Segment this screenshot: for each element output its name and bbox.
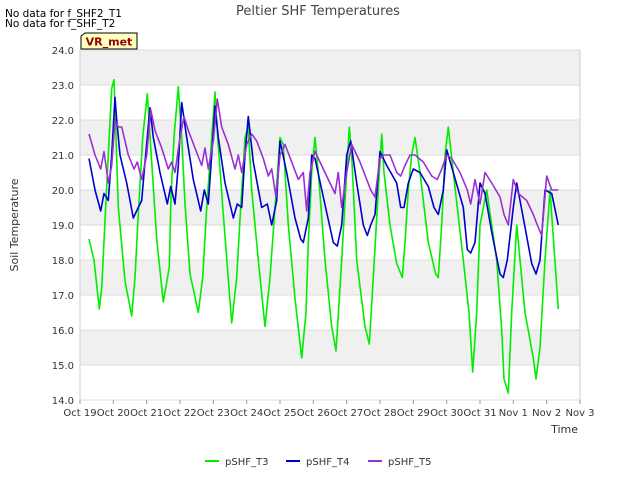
- x-tick-label: Oct 22: [163, 408, 196, 419]
- series-line-pSHF_T4: [88, 96, 560, 279]
- x-tick-label: Oct 27: [330, 408, 363, 419]
- x-tick-label: Oct 21: [130, 408, 163, 419]
- x-axis-label: Time: [550, 423, 578, 436]
- y-tick-labels: 14.0 15.0 16.0 17.0 18.0 19.0 20.0 21.0 22.0 23.0…: [52, 46, 74, 407]
- series-lines: [88, 79, 560, 394]
- plot-band: [80, 365, 580, 400]
- x-tick-label: Oct 29: [397, 408, 430, 419]
- plot-band: [80, 260, 580, 295]
- y-tick-label: 18.0: [52, 256, 74, 267]
- no-data-notice-2: No data for f_SHF_T2: [5, 18, 116, 30]
- y-tick-label: 15.0: [52, 361, 74, 372]
- legend: pSHF_T3 pSHF_T4 pSHF_T5: [205, 457, 431, 468]
- y-tick-label: 23.0: [52, 81, 74, 92]
- vr-met-badge: VR_met: [80, 32, 138, 50]
- x-tick-label: Oct 31: [463, 408, 496, 419]
- x-tick-label: Oct 19: [63, 408, 96, 419]
- y-tick-label: 22.0: [52, 116, 74, 127]
- x-tick-label: Nov 1: [499, 408, 528, 419]
- y-tick-label: 20.0: [52, 186, 74, 197]
- plot-band: [80, 50, 580, 85]
- y-tick-label: 16.0: [52, 326, 74, 337]
- x-tick-label: Oct 20: [97, 408, 130, 419]
- y-tick-label: 17.0: [52, 291, 74, 302]
- x-tick-labels: Oct 19 Oct 20 Oct 21 Oct 22 Oct 23 Oct 24 Oct …: [63, 400, 595, 419]
- vr-met-badge-label: VR_met: [86, 36, 133, 49]
- plot-band: [80, 330, 580, 365]
- x-tick-label: Oct 30: [430, 408, 463, 419]
- y-axis-label: Soil Temperature: [8, 178, 21, 271]
- x-tick-label: Nov 2: [532, 408, 561, 419]
- y-tick-label: 19.0: [52, 221, 74, 232]
- plot-band: [80, 120, 580, 155]
- legend-label-pSHF_T5: pSHF_T5: [388, 457, 431, 468]
- x-tick-label: Nov 3: [565, 408, 594, 419]
- y-tick-label: 21.0: [52, 151, 74, 162]
- x-tick-label: Oct 26: [297, 408, 330, 419]
- y-tick-label: 14.0: [52, 396, 74, 407]
- x-tick-label: Oct 23: [197, 408, 230, 419]
- x-tick-label: Oct 25: [263, 408, 296, 419]
- x-tick-label: Oct 28: [363, 408, 396, 419]
- legend-label-pSHF_T3: pSHF_T3: [225, 457, 268, 468]
- plot-band: [80, 190, 580, 225]
- plot-background-bands: [80, 50, 580, 400]
- legend-label-pSHF_T4: pSHF_T4: [306, 457, 349, 468]
- series-line-pSHF_T5: [88, 98, 559, 237]
- x-tick-label: Oct 24: [230, 408, 263, 419]
- chart-title: Peltier SHF Temperatures: [236, 4, 400, 19]
- plot-band: [80, 85, 580, 120]
- no-data-notice-1: No data for f_SHF2_T1: [5, 8, 122, 20]
- y-tick-label: 24.0: [52, 46, 74, 57]
